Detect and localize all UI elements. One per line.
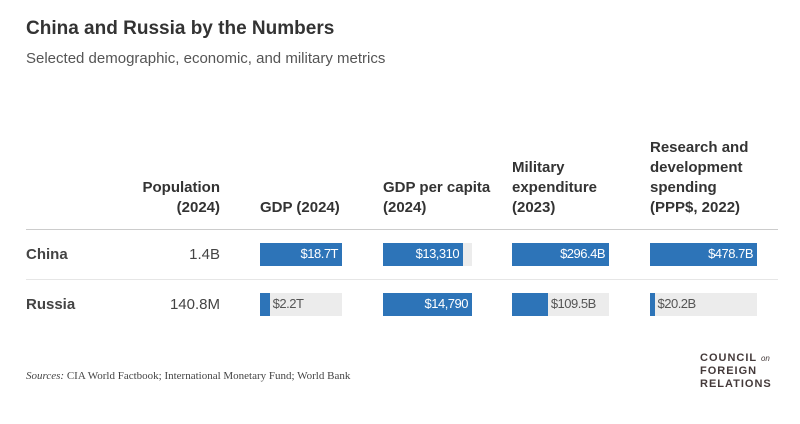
bar-label: $20.2B <box>657 296 697 311</box>
bar-military <box>512 293 548 316</box>
bar-label: $478.7B <box>708 246 753 261</box>
row-label: China <box>26 246 68 263</box>
bar-label: $109.5B <box>550 296 596 311</box>
column-header-military: Military expenditure (2023) <box>512 159 598 216</box>
bar-track-rnd: $478.7B <box>650 243 757 266</box>
bar-gdp_pc <box>383 243 464 266</box>
bar-label: $14,790 <box>424 296 469 311</box>
bar-rnd <box>650 293 655 316</box>
column-header-gdp_pc: GDP per capita (2024) <box>383 179 491 216</box>
row-label: Russia <box>26 296 76 313</box>
bar-label: $18.7T <box>300 246 339 261</box>
cfr-logo: COUNCIL on FOREIGN RELATIONS <box>700 352 772 390</box>
row-divider <box>26 279 778 280</box>
bar-label: $2.2T <box>272 296 304 311</box>
column-header-population: Population (2024) <box>142 179 221 216</box>
bar-rnd <box>650 243 757 266</box>
bar-track-military: $296.4B <box>512 243 609 266</box>
bar-track-gdp: $18.7T <box>260 243 342 266</box>
bar-gdp <box>260 293 270 316</box>
population-value: 140.8M <box>169 296 220 313</box>
bar-label: $296.4B <box>560 246 605 261</box>
bar-track-military: $109.5B <box>512 293 609 316</box>
bar-track-rnd: $20.2B <box>650 293 757 316</box>
column-header-gdp: GDP (2024) <box>260 199 340 216</box>
bar-track-gdp_pc: $13,310 <box>383 243 472 266</box>
bar-track-gdp: $2.2T <box>260 293 342 316</box>
bar-label: $13,310 <box>415 246 460 261</box>
sources: Sources: CIA World Factbook; Internation… <box>26 370 351 382</box>
bar-gdp <box>260 243 342 266</box>
header-divider <box>26 229 778 230</box>
chart-subtitle: Selected demographic, economic, and mili… <box>26 50 386 67</box>
bar-track-gdp_pc: $14,790 <box>383 293 472 316</box>
chart-title: China and Russia by the Numbers <box>26 18 335 39</box>
bar-military <box>512 243 609 266</box>
population-value: 1.4B <box>189 246 220 263</box>
bar-gdp_pc <box>383 293 472 316</box>
column-header-rnd: Research and development spending (PPP$,… <box>650 139 749 216</box>
